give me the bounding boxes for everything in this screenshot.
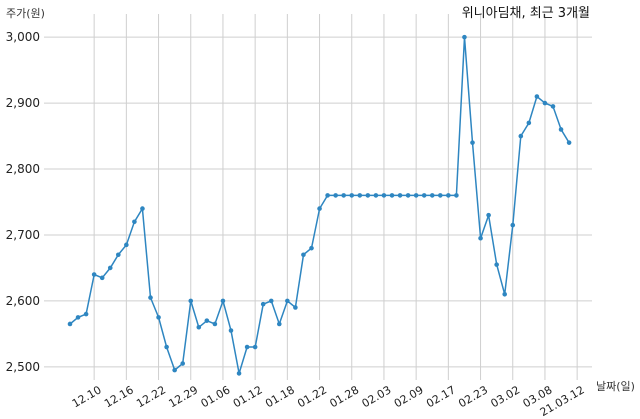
data-point: [268, 298, 274, 304]
data-point: [164, 344, 169, 350]
data-point: [389, 193, 395, 198]
data-point: [317, 206, 322, 211]
data-point: [83, 311, 89, 317]
data-point: [325, 193, 330, 198]
data-point: [341, 193, 347, 198]
y-tick-label: 2,700: [6, 228, 40, 242]
x-tick-label: 02.23: [456, 383, 490, 410]
data-point: [277, 321, 282, 327]
x-tick-label: 03.02: [488, 383, 522, 410]
data-point: [67, 321, 73, 327]
data-point: [381, 193, 387, 198]
data-point: [204, 318, 210, 323]
data-point: [349, 193, 355, 198]
data-point: [446, 193, 451, 198]
data-point: [429, 193, 435, 198]
data-point: [510, 222, 516, 228]
data-point: [397, 193, 403, 198]
data-point: [148, 295, 153, 300]
data-point: [421, 193, 427, 198]
data-point: [75, 315, 81, 320]
data-point: [405, 193, 411, 198]
data-point: [285, 298, 290, 304]
data-point: [107, 265, 113, 271]
data-point: [550, 104, 556, 109]
data-point: [309, 245, 314, 251]
data-point: [365, 193, 371, 198]
grid: [44, 14, 592, 380]
x-tick-labels: 12.1012.1612.2212.2901.0601.1201.1801.22…: [70, 383, 587, 419]
x-tick-label: 12.29: [166, 383, 200, 410]
data-point: [91, 272, 97, 277]
data-point: [220, 298, 226, 304]
data-point: [212, 321, 218, 327]
data-point: [454, 193, 459, 198]
data-point: [478, 235, 483, 241]
data-point: [301, 252, 306, 258]
data-point: [244, 344, 250, 350]
x-tick-label: 01.06: [199, 383, 233, 410]
data-point: [172, 367, 177, 373]
data-point: [140, 206, 145, 211]
data-point: [494, 262, 499, 267]
data-points: [67, 34, 572, 376]
y-tick-label: 2,600: [6, 294, 40, 308]
data-point: [132, 219, 137, 225]
data-point: [566, 140, 572, 145]
data-point: [180, 361, 185, 366]
x-axis-label: 날짜(일): [596, 379, 635, 393]
x-tick-label: 12.22: [134, 383, 168, 410]
x-tick-label: 12.16: [102, 383, 136, 410]
x-tick-label: 02.17: [424, 383, 458, 410]
x-tick-label: 12.10: [70, 383, 104, 410]
data-point: [373, 193, 379, 198]
y-tick-label: 3,000: [6, 30, 40, 44]
chart-title: 위니아딤채, 최근 3개월: [462, 6, 590, 21]
x-tick-label: 02.09: [392, 383, 426, 410]
data-point: [470, 140, 475, 145]
data-point: [518, 133, 524, 139]
data-point: [260, 301, 266, 307]
data-point: [293, 305, 298, 310]
data-point: [99, 275, 105, 281]
data-point: [228, 328, 234, 333]
data-point: [438, 193, 443, 198]
data-point: [188, 298, 194, 304]
y-tick-label: 2,800: [6, 162, 40, 176]
data-point: [526, 120, 532, 126]
data-point: [357, 193, 363, 198]
data-point: [333, 193, 338, 198]
x-tick-label: 01.12: [231, 383, 265, 410]
data-point: [542, 100, 548, 106]
data-point: [116, 252, 121, 258]
data-point: [534, 94, 540, 99]
data-point: [156, 315, 161, 320]
data-point: [502, 291, 508, 297]
x-tick-label: 01.28: [327, 383, 361, 410]
x-tick-label: 01.18: [263, 383, 297, 410]
data-point: [558, 127, 564, 132]
data-point: [124, 242, 129, 248]
y-tick-label: 2,500: [6, 360, 40, 374]
data-point: [486, 212, 491, 218]
y-axis-label: 주가(원): [6, 7, 45, 20]
data-point: [462, 34, 467, 40]
x-tick-label: 02.03: [360, 383, 394, 410]
data-point: [413, 193, 419, 198]
data-point: [236, 371, 242, 376]
x-tick-label: 01.22: [295, 383, 329, 410]
y-tick-label: 2,900: [6, 96, 40, 110]
data-point: [252, 344, 258, 350]
data-point: [196, 324, 202, 330]
y-tick-labels: 2,500 2,600 2,700 2,800 2,900 3,000: [6, 30, 40, 374]
